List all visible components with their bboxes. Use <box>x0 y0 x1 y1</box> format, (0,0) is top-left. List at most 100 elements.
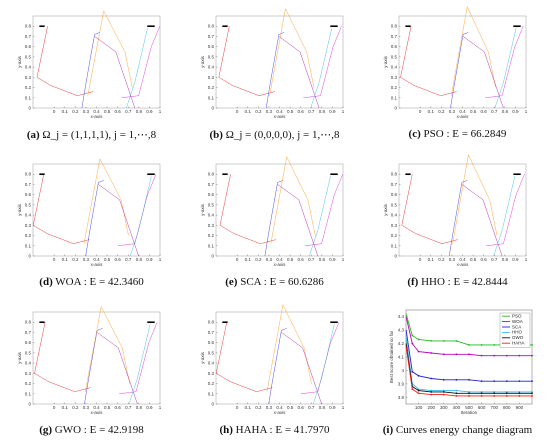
panel-caption-text: PSO : E = 66.2849 <box>420 128 507 140</box>
x-tick-label: 0.3 <box>266 405 273 410</box>
panel-d: 0 0.1 0.2 0.3 0.4 0.5 0.6 0.7 0.8 0.9 1 0 0.1 0.2 0.3 0… <box>0 148 183 295</box>
x-tick-label: 0 <box>236 405 239 410</box>
y-tick-label: 0.1 <box>391 243 398 248</box>
x-tick-label: 0.8 <box>502 257 509 262</box>
panel-label: (d) <box>39 276 53 288</box>
panel-label: (e) <box>225 276 238 288</box>
panel-caption-f: (f) HHO : E = 42.8444 <box>366 276 549 288</box>
x-axis-label: x-axis <box>91 262 104 267</box>
series-point-hho <box>417 388 420 391</box>
x-tick-label: 0.2 <box>255 257 262 262</box>
series-line-gwo <box>405 343 532 394</box>
panel-caption-text: Curves energy change diagram <box>393 424 533 436</box>
panel-caption-g: (g) GWO : E = 42.9198 <box>0 424 183 436</box>
control-polygon-3 <box>452 154 498 244</box>
x-tick-label: 0.6 <box>115 109 122 114</box>
x-tick-label: 0 <box>236 109 239 114</box>
x-tick-label: 0.7 <box>308 405 315 410</box>
series-point-sca <box>468 378 470 381</box>
y-tick-label: 0.5 <box>25 54 32 59</box>
x-tick-label: 300 <box>440 405 448 410</box>
control-polygon-4 <box>461 184 503 257</box>
x-tick-label: 0.8 <box>319 405 326 410</box>
y-tick-label: 0.8 <box>25 172 32 177</box>
y-axis-label: y-axis <box>383 55 388 68</box>
series-point-woa <box>468 353 470 356</box>
legend-entry-gwo: GWO <box>512 335 524 340</box>
x-tick-label: 0.5 <box>470 257 477 262</box>
panel-label: (h) <box>219 424 233 436</box>
panel-label: (g) <box>39 424 53 436</box>
series-point-woa <box>493 354 496 357</box>
control-polygon-2 <box>268 328 287 405</box>
y-tick-label: 0.4 <box>391 65 398 70</box>
control-polygon-6 <box>493 176 516 257</box>
y-tick-label: 0.3 <box>208 223 215 228</box>
y-tick-label: 0.6 <box>391 44 398 49</box>
series-line-haha <box>405 346 532 397</box>
x-tick-label: 1 <box>525 257 528 262</box>
series-point-hho <box>430 389 433 392</box>
y-tick-label: 4 <box>401 368 404 373</box>
y-tick-label: 0.4 <box>391 213 398 218</box>
control-polygon-2 <box>81 32 100 109</box>
x-tick-label: 0.5 <box>287 109 294 114</box>
control-polygon-2 <box>85 180 104 257</box>
y-axis-label: y-axis <box>200 351 205 364</box>
x-tick-label: 0.7 <box>125 109 132 114</box>
control-polygon-6 <box>310 28 333 109</box>
y-tick-label: 0.2 <box>25 233 32 238</box>
y-tick-label: 4.1 <box>398 355 405 360</box>
panel-caption-text: HHO : E = 42.8444 <box>418 276 508 288</box>
control-polygon-1 <box>36 26 94 96</box>
panel-caption-e: (e) SCA : E = 60.6286 <box>183 276 366 288</box>
y-tick-label: 0.7 <box>25 182 32 187</box>
x-tick-label: 0.7 <box>491 257 498 262</box>
control-polygon-6 <box>126 28 148 109</box>
control-polygon-4 <box>96 332 138 405</box>
series-point-gwo <box>442 391 445 393</box>
series-point-haha <box>411 388 414 391</box>
y-tick-label: 3.8 <box>398 395 405 400</box>
panel-caption-d: (d) WOA : E = 42.3460 <box>0 276 183 288</box>
x-tick-label: 0.5 <box>287 257 294 262</box>
legend-entry-haha: HAHA <box>512 341 525 346</box>
panel-caption-text: HAHA : E = 41.7970 <box>232 424 330 436</box>
y-tick-label: 0.5 <box>391 54 398 59</box>
series-point-pso <box>411 334 414 337</box>
x-tick-label: 0.9 <box>329 405 336 410</box>
y-axis-label: y-axis <box>200 203 205 216</box>
x-tick-label: 1 <box>342 109 345 114</box>
series-point-hho <box>518 391 521 393</box>
y-axis-label: Best score obtained so far <box>389 330 394 383</box>
x-tick-label: 0.2 <box>72 405 79 410</box>
y-tick-label: 0.4 <box>25 361 32 366</box>
series-point-gwo <box>468 392 470 395</box>
y-tick-label: 0.8 <box>25 24 32 29</box>
y-tick-label: 0.3 <box>25 371 32 376</box>
series-point-haha <box>531 395 533 397</box>
y-tick-label: 0.2 <box>391 233 398 238</box>
panel-caption-text: GWO : E = 42.9198 <box>52 424 144 436</box>
x-axis-label: x-axis <box>274 114 287 119</box>
x-tick-label: 0.3 <box>83 257 90 262</box>
control-polygon-5 <box>121 26 161 99</box>
y-tick-label: 0.2 <box>208 381 215 386</box>
x-tick-label: 0.1 <box>428 257 435 262</box>
series-point-sca <box>518 380 521 383</box>
control-polygon-2 <box>264 180 283 257</box>
y-axis-label: y-axis <box>17 55 22 68</box>
panel-e: 0 0.1 0.2 0.3 0.4 0.5 0.6 0.7 0.8 0.9 1 0 0.1 0.2 0.3 0… <box>183 148 366 295</box>
panel-caption-a: (a) Ω_j = (1,1,1,1), j = 1,⋯,8 <box>0 128 183 141</box>
legend-entry-hho: HHO <box>512 330 522 335</box>
x-tick-label: 1 <box>342 405 345 410</box>
x-tick-label: 0.3 <box>266 109 273 114</box>
series-point-gwo <box>493 392 496 395</box>
control-polygon-5 <box>304 174 344 247</box>
x-tick-label: 0.6 <box>481 257 488 262</box>
panel-plot-d: 0 0.1 0.2 0.3 0.4 0.5 0.6 0.7 0.8 0.9 100.10.20.30… <box>17 158 162 267</box>
control-polygon-4 <box>281 332 322 405</box>
series-point-woa <box>411 342 414 345</box>
panel-label: (f) <box>407 276 419 288</box>
control-polygon-5 <box>303 26 342 99</box>
